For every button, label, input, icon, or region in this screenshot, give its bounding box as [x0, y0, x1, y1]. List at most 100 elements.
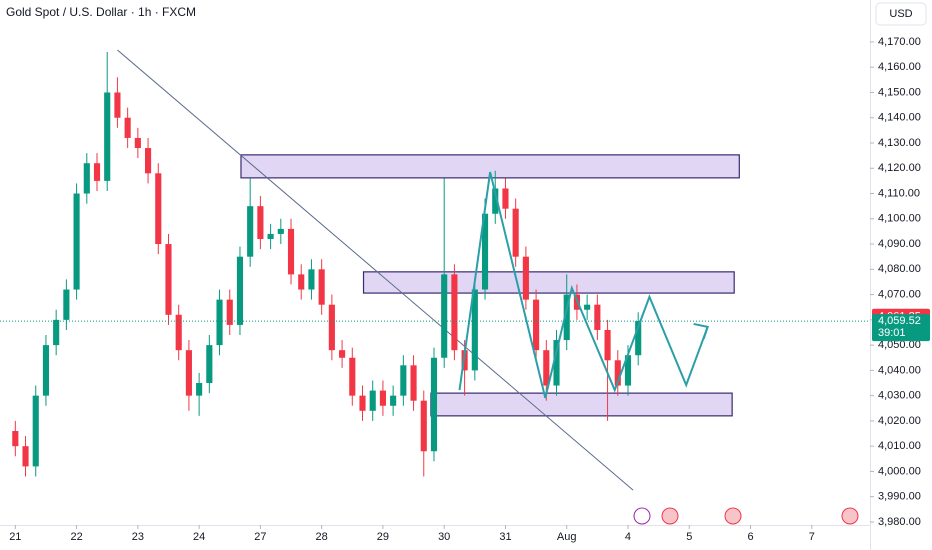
candle-body: [379, 390, 386, 406]
candle-body: [533, 299, 540, 351]
y-tick-label: 4,170.00: [878, 36, 921, 48]
candle-body: [410, 365, 417, 401]
candle-body: [114, 92, 121, 118]
candle-body: [42, 345, 50, 396]
price-zone: [430, 392, 733, 417]
candle-body: [216, 299, 223, 346]
candle-body: [430, 357, 438, 452]
candle-body: [349, 357, 356, 396]
candle-body: [614, 360, 621, 386]
y-tick-label: 4,120.00: [878, 162, 921, 174]
candle-body: [359, 395, 366, 411]
candle-body: [196, 383, 203, 396]
candle-body: [165, 244, 172, 315]
y-tick-label: 4,160.00: [878, 61, 921, 73]
candle-body: [451, 274, 458, 351]
y-tick-label: 4,090.00: [878, 238, 921, 250]
candle-body: [604, 329, 611, 361]
x-tick-label: 30: [438, 531, 450, 543]
candle-body: [134, 137, 141, 149]
candle-body: [553, 340, 560, 386]
candle-body: [236, 256, 244, 325]
x-tick-label: 29: [377, 531, 389, 543]
y-tick-label: 4,080.00: [878, 263, 921, 275]
candle-body: [441, 274, 448, 358]
candle-body: [22, 446, 29, 467]
candle-body: [492, 188, 499, 214]
candle-body: [73, 193, 80, 290]
y-tick-label: 3,980.00: [878, 516, 921, 528]
candle-body: [369, 390, 376, 411]
y-tick-label: 4,070.00: [878, 288, 921, 300]
candle-body: [318, 269, 325, 305]
y-tick-label: 4,040.00: [878, 364, 921, 376]
x-tick-label: 23: [132, 531, 144, 543]
chart-title: Gold Spot / U.S. Dollar · 1h · FXCM: [6, 5, 196, 19]
candle-body: [512, 208, 519, 257]
last-price-label: 4,059.52: [878, 315, 921, 327]
candle-body: [390, 395, 397, 406]
event-icons: [633, 507, 859, 525]
candle-body: [481, 213, 489, 290]
candle-body: [145, 148, 152, 174]
y-tick-label: 4,000.00: [878, 465, 921, 477]
x-tick-label: 28: [316, 531, 328, 543]
y-tick-label: 4,150.00: [878, 86, 921, 98]
candle-body: [584, 304, 591, 310]
candle-body: [522, 256, 529, 300]
y-tick-label: 4,100.00: [878, 213, 921, 225]
event-icon[interactable]: [633, 507, 651, 525]
candle-body: [226, 299, 233, 325]
x-tick-label: 6: [747, 531, 753, 543]
candle-body: [502, 188, 509, 209]
candle-body: [471, 289, 478, 371]
y-tick-label: 4,140.00: [878, 112, 921, 124]
currency-button[interactable]: [875, 2, 927, 26]
candle-body: [420, 400, 427, 452]
price-zone: [362, 271, 735, 294]
x-tick-label: 21: [9, 531, 21, 543]
candle-body: [635, 321, 642, 356]
y-tick-label: 3,990.00: [878, 491, 921, 503]
plot-area: [12, 49, 740, 491]
candle-body: [594, 304, 601, 330]
countdown-label: 39:01: [878, 327, 906, 339]
last-price-tag: [872, 314, 930, 342]
y-tick-label: 4,110.00: [878, 187, 920, 199]
candle-body: [155, 173, 162, 245]
x-tick-label: 5: [686, 531, 692, 543]
candle-body: [339, 350, 346, 358]
x-tick-label: 22: [70, 531, 82, 543]
candle-body: [83, 163, 90, 194]
x-tick-label: 31: [499, 531, 511, 543]
event-icon[interactable]: [661, 507, 679, 525]
candle-body: [93, 163, 101, 181]
candle-body: [247, 206, 254, 257]
candle-body: [175, 314, 182, 351]
projection-arrowhead: [693, 322, 709, 340]
x-tick-label: 7: [809, 531, 815, 543]
y-tick-label: 4,050.00: [878, 339, 921, 351]
candle-body: [543, 350, 550, 386]
y-tick-label: 4,020.00: [878, 415, 921, 427]
currency-label: USD: [889, 8, 912, 20]
y-tick-label: 4,030.00: [878, 390, 921, 402]
candle-body: [287, 228, 295, 275]
event-icon[interactable]: [724, 507, 742, 525]
candle-body: [400, 365, 407, 396]
event-icon[interactable]: [841, 507, 859, 525]
candle-body: [63, 289, 70, 320]
candle-body: [328, 304, 335, 351]
candle-body: [277, 228, 284, 234]
candle-body: [12, 431, 19, 447]
projection-path: [458, 171, 709, 399]
x-tick-label: 4: [625, 531, 631, 543]
trendline: [117, 49, 634, 491]
candle-body: [308, 269, 315, 290]
candle-body: [298, 274, 305, 290]
candle-body: [267, 233, 274, 240]
candle-body: [257, 206, 264, 240]
candle-body: [53, 319, 60, 346]
candle-body: [185, 350, 192, 396]
